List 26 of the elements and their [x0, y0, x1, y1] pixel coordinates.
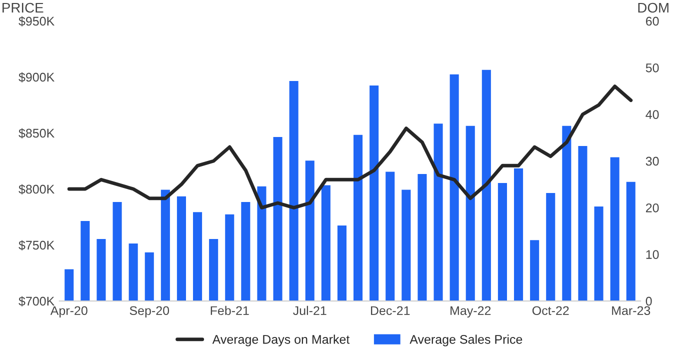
x-tick-label: Mar-23: [612, 306, 650, 316]
y2-axis-title: DOM: [638, 2, 668, 13]
y-tick-label: $800K: [18, 184, 54, 194]
x-tick-label: Oct-22: [532, 306, 569, 316]
y-tick-label: $950K: [18, 16, 54, 26]
y2-tick-label: 50: [646, 63, 659, 72]
x-tick-label: Sep-20: [130, 306, 170, 318]
legend-label: Average Days on Market: [212, 334, 350, 346]
y2-tick-label: 30: [646, 156, 659, 166]
y-tick-label: $850K: [18, 128, 54, 138]
x-tick-label: May-22: [450, 306, 491, 318]
y2-tick-label: 10: [646, 250, 659, 259]
x-tick-label: Dec-21: [371, 306, 410, 316]
y2-tick-label: 0: [646, 296, 652, 306]
y-tick-label: $700K: [18, 296, 54, 306]
x-tick-label: Apr-20: [50, 306, 88, 318]
legend-label: Average Sales Price: [410, 334, 522, 346]
y2-tick-label: 60: [646, 16, 659, 26]
y-axis-title: PRICE: [2, 2, 44, 13]
x-tick-label: Feb-21: [210, 306, 249, 316]
line-series: [67, 84, 633, 210]
y2-tick-label: 20: [646, 203, 659, 212]
y-tick-label: $900K: [18, 72, 54, 82]
y-tick-label: $750K: [18, 240, 54, 250]
y2-tick-label: 40: [646, 110, 659, 119]
x-tick-label: Jul-21: [293, 306, 326, 316]
